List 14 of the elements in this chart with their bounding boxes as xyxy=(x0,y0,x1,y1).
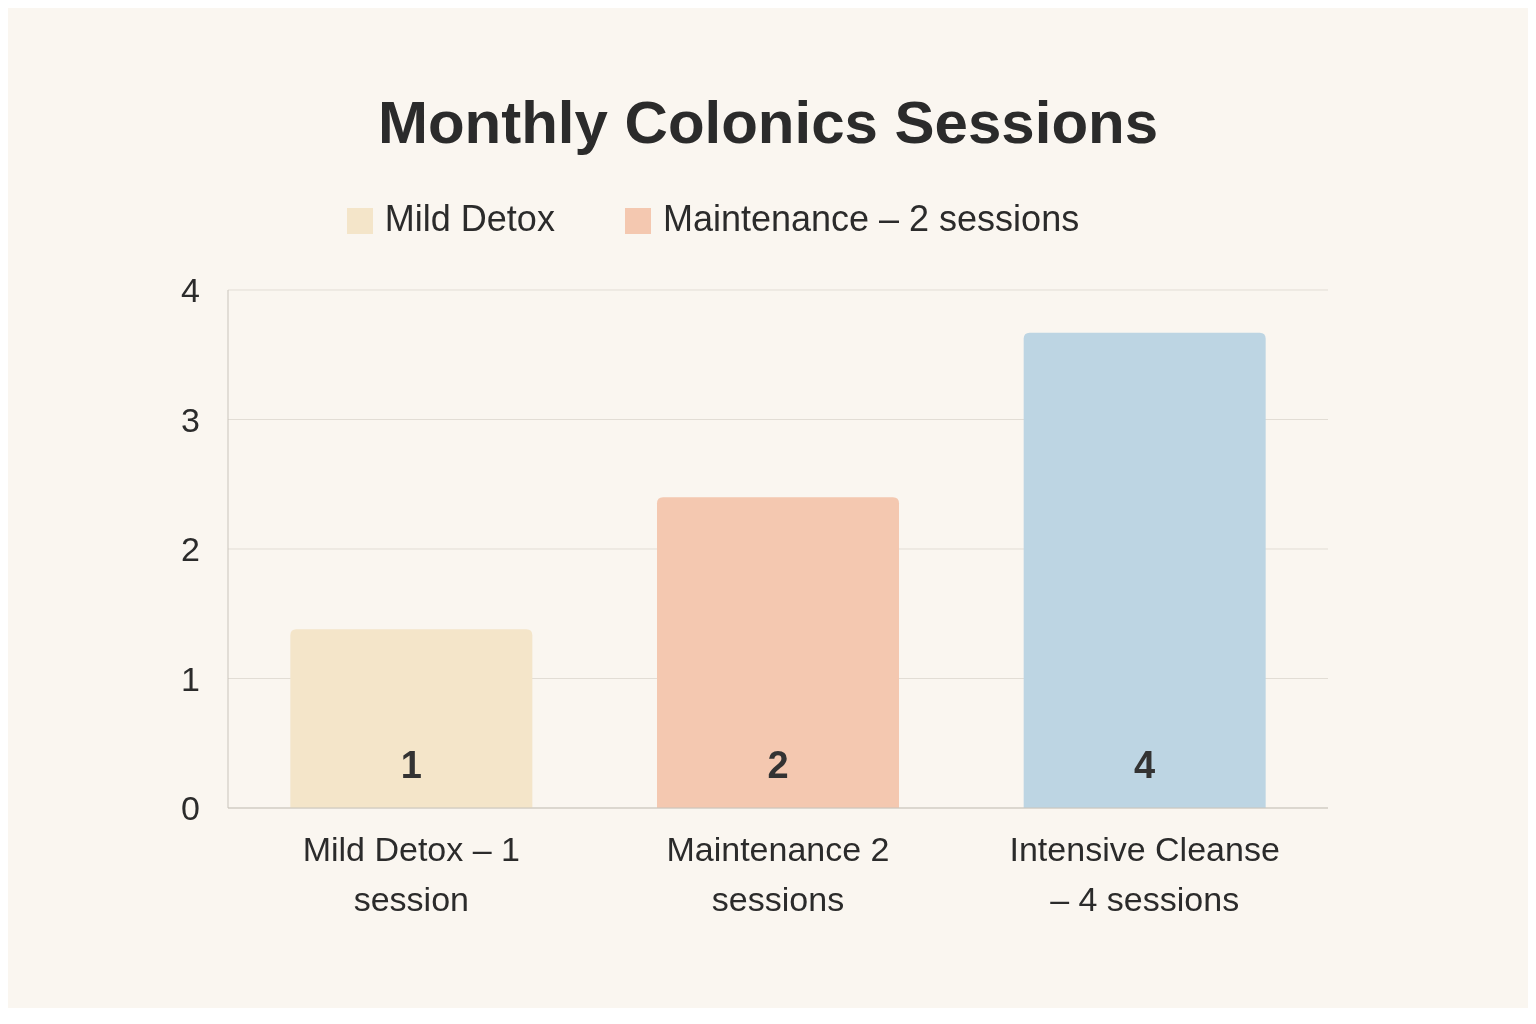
data-label: 2 xyxy=(767,744,789,787)
y-tick-label: 4 xyxy=(181,271,200,310)
legend-label: Mild Detox xyxy=(384,198,555,239)
y-tick-label: 1 xyxy=(181,659,200,698)
x-tick-label: Intensive Cleanse – 4 sessions xyxy=(1009,830,1280,918)
x-tick-label: Mild Detox – 1 session xyxy=(302,830,520,918)
x-tick-label: Maintenance 2 sessions xyxy=(666,830,890,918)
y-tick-label: 2 xyxy=(181,530,200,569)
data-label: 4 xyxy=(1134,744,1156,787)
chart-title: Monthly Colonics Sessions xyxy=(376,88,1160,157)
data-label: 1 xyxy=(400,744,422,787)
y-tick-label: 3 xyxy=(181,400,200,439)
legend-label: Maintenance – 2 sessions xyxy=(662,198,1080,239)
y-tick-label: 0 xyxy=(181,789,200,828)
